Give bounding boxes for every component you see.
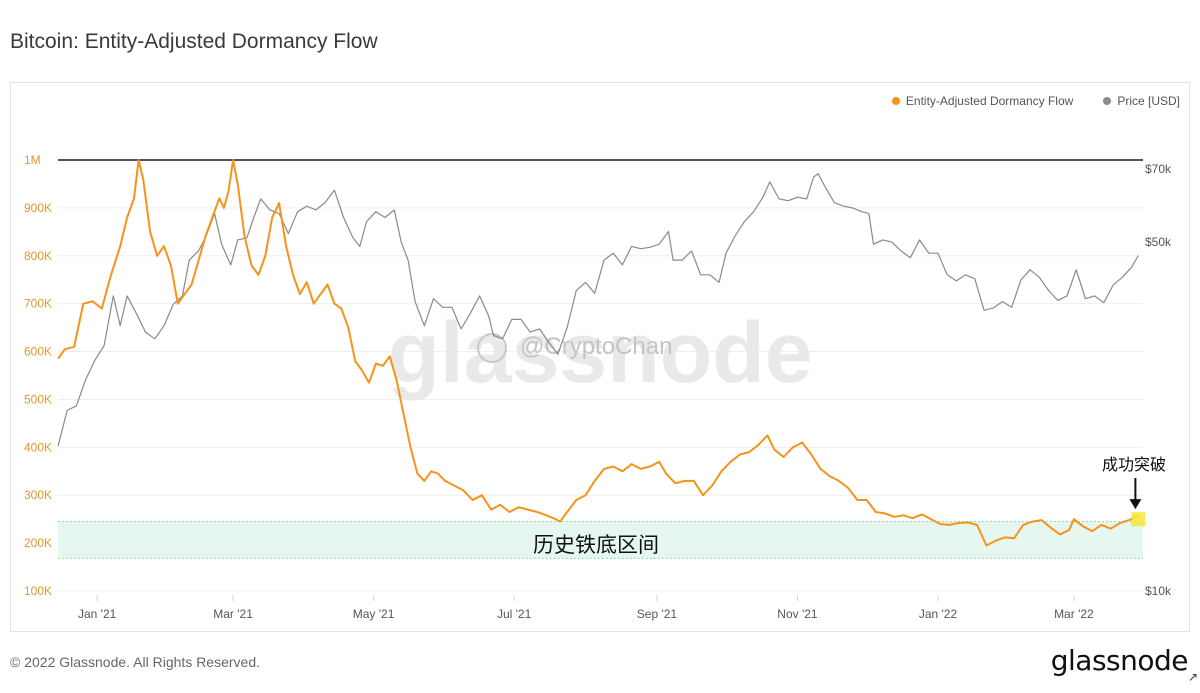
- y-left-tick-label: 700K: [24, 297, 52, 311]
- legend-dot-dormancy-flow: [891, 97, 900, 105]
- legend-label-dormancy-flow: Entity-Adjusted Dormancy Flow: [905, 94, 1074, 108]
- price-line: [57, 173, 1139, 447]
- x-tick-label: Nov '21: [777, 607, 818, 621]
- breakout-arrow-icon: [1129, 499, 1142, 510]
- weibo-watermark: @CryptoChan: [520, 333, 672, 360]
- y-left-tick-label: 200K: [24, 536, 52, 550]
- page-title: Bitcoin: Entity-Adjusted Dormancy Flow: [10, 30, 378, 53]
- y-left-tick-label: 300K: [24, 488, 52, 502]
- y-left-tick-label: 1M: [24, 153, 41, 167]
- x-tick-label: Jul '21: [497, 607, 532, 621]
- copyright-text: © 2022 Glassnode. All Rights Reserved.: [10, 654, 261, 670]
- x-tick-label: Jan '22: [919, 607, 958, 621]
- x-tick-label: Sep '21: [637, 607, 678, 621]
- band-label: 历史铁底区间: [533, 533, 659, 557]
- expand-arrow-icon[interactable]: ↗: [1187, 670, 1198, 684]
- y-left-tick-label: 400K: [24, 440, 52, 454]
- chart-legend: Entity-Adjusted Dormancy Flow Price [USD…: [891, 94, 1180, 108]
- chart-frame: [10, 82, 1190, 632]
- legend-item-price[interactable]: Price [USD]: [1103, 94, 1180, 108]
- y-right-tick-label: $50k: [1145, 235, 1172, 249]
- y-left-tick-label: 800K: [24, 249, 52, 263]
- weibo-icon: [477, 333, 507, 363]
- x-tick-label: Mar '22: [1054, 607, 1094, 621]
- dormancy-flow-line: [57, 159, 1139, 547]
- legend-label-price: Price [USD]: [1117, 94, 1180, 108]
- x-tick-label: May '21: [353, 607, 395, 621]
- y-left-tick-label: 500K: [24, 392, 52, 406]
- y-right-tick-label: $70k: [1145, 162, 1172, 176]
- glassnode-logo[interactable]: glassnode: [1050, 644, 1189, 677]
- legend-item-dormancy-flow[interactable]: Entity-Adjusted Dormancy Flow: [891, 94, 1074, 108]
- y-right-tick-label: $10k: [1145, 584, 1172, 598]
- breakout-label: 成功突破: [1102, 455, 1166, 474]
- iron-bottom-band: [58, 521, 1143, 559]
- legend-dot-price: [1103, 97, 1112, 105]
- y-left-tick-label: 600K: [24, 345, 52, 359]
- x-tick-label: Jan '21: [78, 607, 117, 621]
- y-left-tick-label: 100K: [24, 584, 52, 598]
- breakout-highlight: [1131, 512, 1146, 527]
- x-tick-label: Mar '21: [213, 607, 253, 621]
- y-left-tick-label: 900K: [24, 201, 52, 215]
